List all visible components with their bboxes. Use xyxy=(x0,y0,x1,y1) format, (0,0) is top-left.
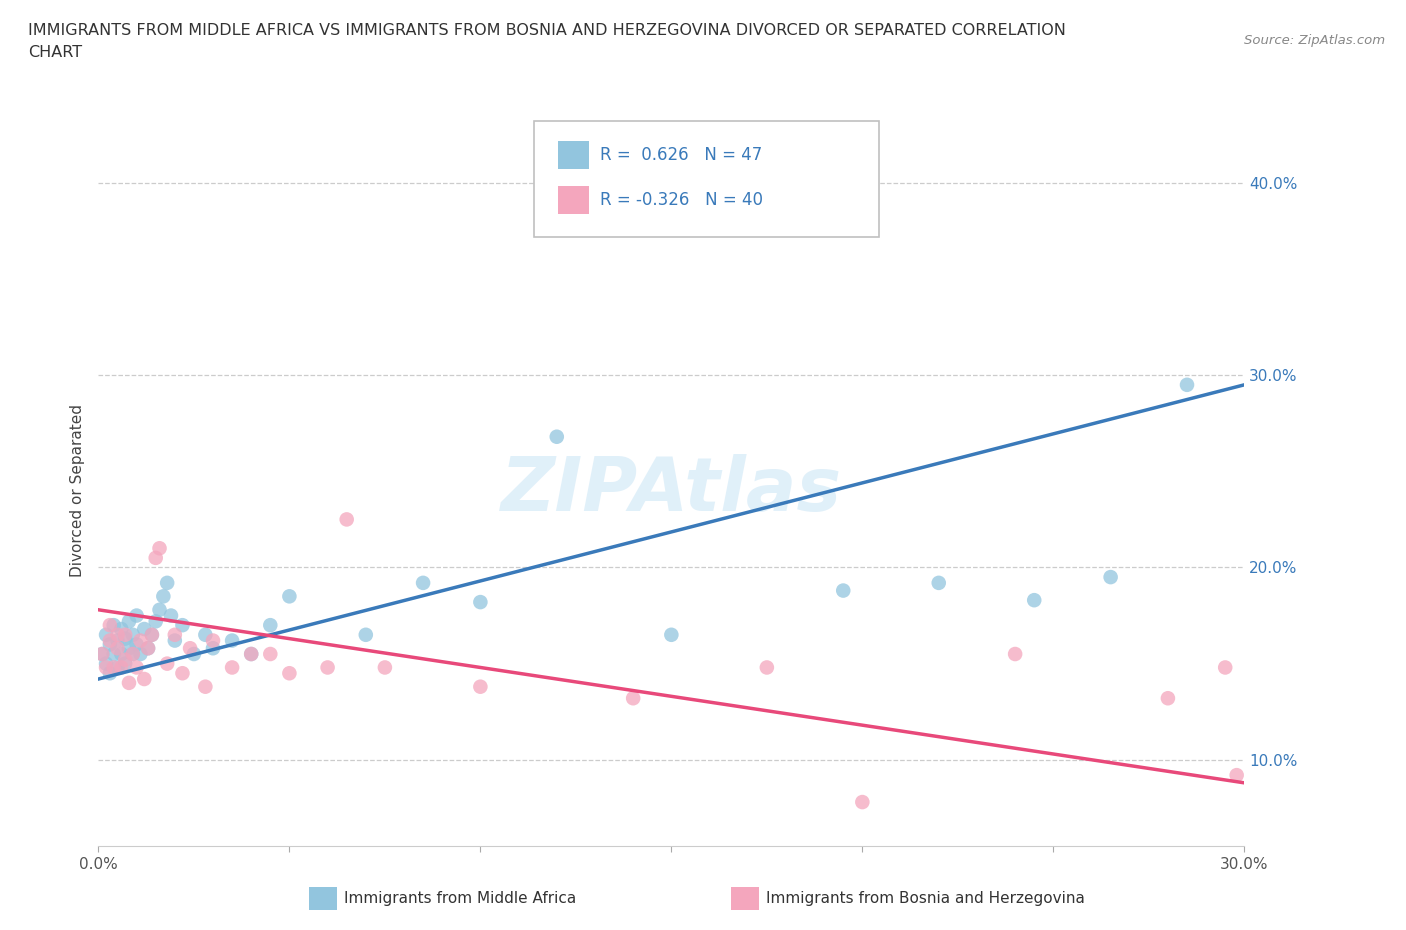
Point xyxy=(103,646,125,661)
Point xyxy=(194,628,217,643)
Point xyxy=(470,594,492,609)
Point xyxy=(136,641,159,656)
Point xyxy=(374,660,396,675)
Point xyxy=(145,614,167,629)
Point xyxy=(129,646,152,661)
Point xyxy=(1175,378,1198,392)
Point xyxy=(148,603,170,618)
Point xyxy=(114,652,136,667)
Point xyxy=(1099,570,1122,585)
Point xyxy=(91,646,114,661)
Text: Immigrants from Middle Africa: Immigrants from Middle Africa xyxy=(344,891,576,906)
Point xyxy=(110,660,132,675)
Point xyxy=(118,675,141,690)
Point xyxy=(336,512,359,527)
Point xyxy=(278,589,301,604)
Point xyxy=(851,794,873,809)
Point xyxy=(103,618,125,632)
Point xyxy=(114,657,136,671)
Point xyxy=(194,679,217,694)
Point xyxy=(755,660,778,675)
Point xyxy=(94,628,117,643)
Point xyxy=(118,641,141,656)
Point xyxy=(202,633,225,648)
Point xyxy=(259,618,281,632)
Point xyxy=(240,646,263,661)
Point xyxy=(141,628,163,643)
Point xyxy=(160,608,183,623)
Point xyxy=(172,666,194,681)
Point xyxy=(134,671,156,686)
Point xyxy=(110,621,132,636)
Point xyxy=(103,660,125,675)
Y-axis label: Divorced or Separated: Divorced or Separated xyxy=(69,404,84,578)
Point xyxy=(107,628,129,643)
Point xyxy=(1213,660,1236,675)
Point xyxy=(259,646,281,661)
Point xyxy=(179,641,201,656)
Point xyxy=(412,576,434,591)
Text: ZIPAtlas: ZIPAtlas xyxy=(501,454,842,527)
Point xyxy=(94,660,117,675)
Point xyxy=(125,637,148,652)
Point xyxy=(107,660,129,675)
Point xyxy=(141,628,163,643)
Point xyxy=(114,628,136,643)
Text: R = -0.326   N = 40: R = -0.326 N = 40 xyxy=(600,191,763,209)
Point xyxy=(98,618,121,632)
Point xyxy=(107,641,129,656)
Point xyxy=(136,641,159,656)
Point xyxy=(107,633,129,648)
Point xyxy=(110,646,132,661)
Point xyxy=(156,576,179,591)
Point xyxy=(163,628,186,643)
Point xyxy=(1004,646,1026,661)
Point xyxy=(91,646,114,661)
Point xyxy=(98,666,121,681)
Point xyxy=(121,646,143,661)
Point xyxy=(145,551,167,565)
Point xyxy=(470,679,492,694)
Point xyxy=(121,628,143,643)
Point xyxy=(129,633,152,648)
Point xyxy=(1226,768,1249,783)
Point xyxy=(148,541,170,556)
Point xyxy=(114,631,136,646)
Point xyxy=(1157,691,1180,706)
Point xyxy=(221,633,243,648)
Point xyxy=(125,608,148,623)
Point xyxy=(221,660,243,675)
Point xyxy=(121,646,143,661)
Point xyxy=(546,430,568,445)
Text: Source: ZipAtlas.com: Source: ZipAtlas.com xyxy=(1244,34,1385,47)
Point xyxy=(134,621,156,636)
Point xyxy=(316,660,339,675)
Point xyxy=(98,637,121,652)
Point xyxy=(621,691,644,706)
Point xyxy=(172,618,194,632)
Point xyxy=(1024,592,1046,607)
Point xyxy=(163,633,186,648)
Text: IMMIGRANTS FROM MIDDLE AFRICA VS IMMIGRANTS FROM BOSNIA AND HERZEGOVINA DIVORCED: IMMIGRANTS FROM MIDDLE AFRICA VS IMMIGRA… xyxy=(28,23,1066,60)
Point xyxy=(928,576,950,591)
Point xyxy=(661,628,683,643)
Point xyxy=(118,614,141,629)
Point xyxy=(125,660,148,675)
Text: Immigrants from Bosnia and Herzegovina: Immigrants from Bosnia and Herzegovina xyxy=(766,891,1085,906)
Point xyxy=(278,666,301,681)
Point xyxy=(183,646,205,661)
Point xyxy=(202,641,225,656)
Point xyxy=(152,589,174,604)
Point xyxy=(832,583,855,598)
Point xyxy=(94,657,117,671)
Point xyxy=(240,646,263,661)
Point xyxy=(354,628,377,643)
Text: R =  0.626   N = 47: R = 0.626 N = 47 xyxy=(600,146,762,165)
Point xyxy=(98,633,121,648)
Point xyxy=(156,657,179,671)
